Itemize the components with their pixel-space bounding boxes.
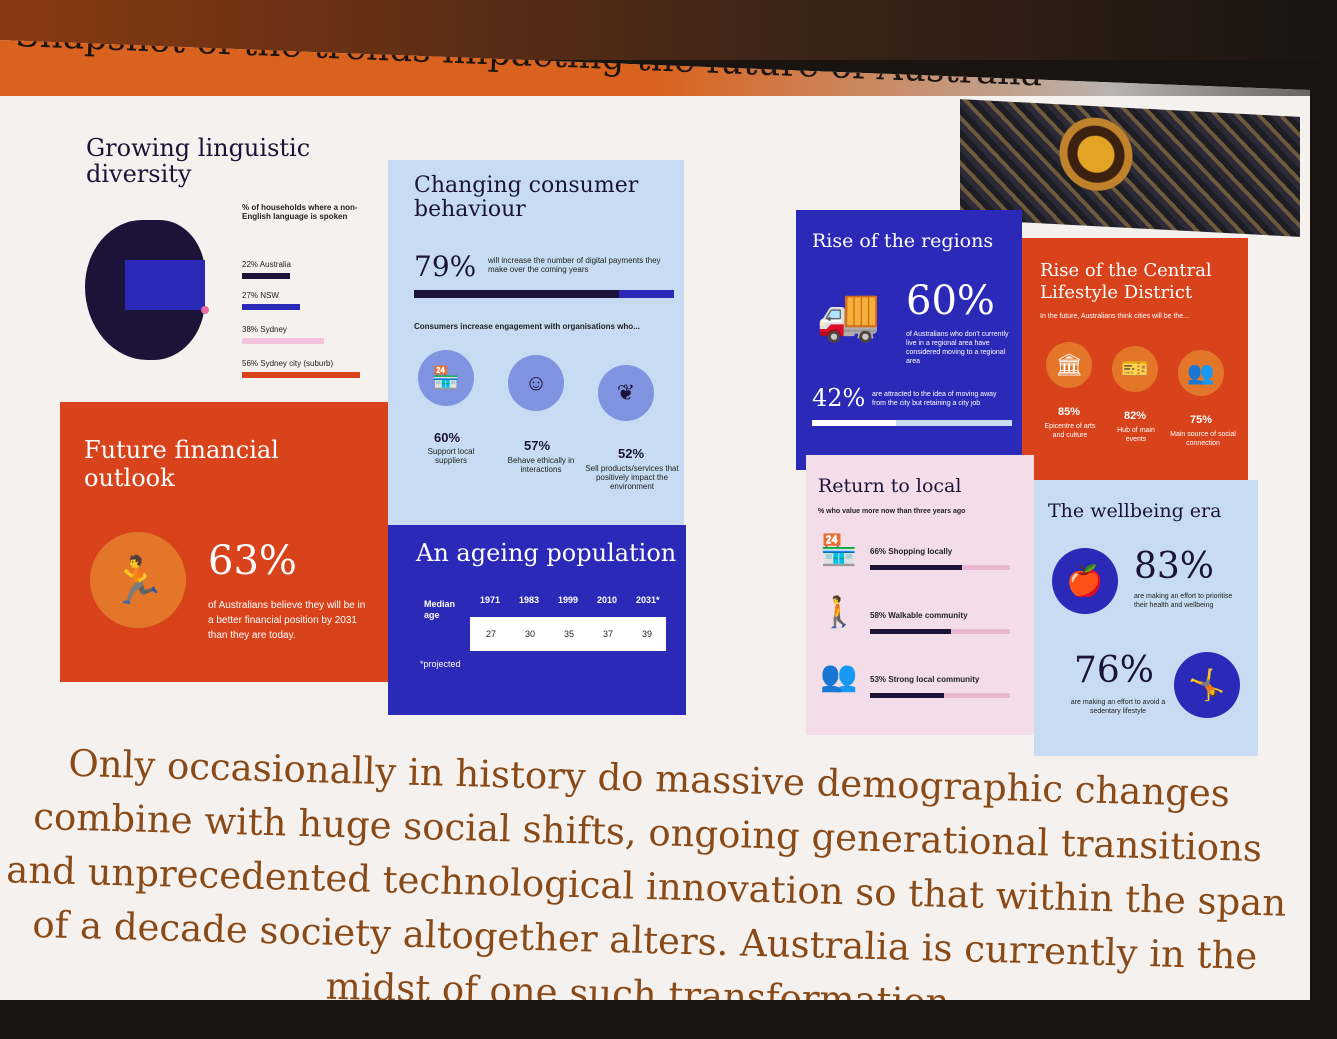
- shop-local-icon: 🏪: [820, 534, 858, 567]
- consumer-item-3-label: Sell products/services that positively i…: [585, 464, 679, 491]
- linguistic-legend-title: % of households where a non-English lang…: [242, 203, 358, 221]
- central-item-1-label: Epicentre of arts and culture: [1044, 423, 1096, 439]
- ageing-age-cell: 30: [525, 629, 536, 639]
- head-check-icon: ☺: [508, 355, 564, 411]
- ageing-year-cell: 2010: [597, 595, 618, 605]
- consumer-stat: 79%: [414, 250, 477, 283]
- financial-text: of Australians believe they will be in a…: [208, 600, 366, 641]
- legend-item-sydney: 38% Sydney: [242, 325, 287, 334]
- local-bar-2-track: [870, 629, 1010, 634]
- skipping-rope-icon: 🤸: [1174, 652, 1240, 718]
- wellbeing-stat: 83%: [1134, 546, 1215, 587]
- ageing-year-cell: 1999: [558, 595, 579, 605]
- wellbeing-stat2: 76%: [1074, 650, 1155, 691]
- financial-stat: 63%: [208, 538, 297, 584]
- linguistic-title: Growing linguistic diversity: [86, 134, 311, 188]
- consumer-item-2-label: Behave ethically in interactions: [507, 456, 575, 474]
- social-network-icon: 👥: [1178, 350, 1224, 396]
- consumer-item-1-label: Support local suppliers: [427, 447, 475, 465]
- ageing-row-label: Median age: [424, 599, 456, 620]
- ageing-age-cell: 39: [642, 629, 653, 639]
- consumer-stat-bar-fill: [414, 290, 620, 298]
- caption-text: Only occasionally in history do massive …: [5, 741, 1287, 1025]
- regions-title: Rise of the regions: [812, 230, 994, 252]
- arts-building-icon: 🏛: [1046, 342, 1092, 388]
- local-bar-2-fill: [870, 629, 952, 634]
- central-sub: In the future, Australians think cities …: [1040, 313, 1190, 320]
- panel-central: Rise of the Central Lifestyle District I…: [1022, 238, 1248, 496]
- panel-consumer: Changing consumer behaviour 79% will inc…: [388, 160, 684, 530]
- legend-item-sydney-city: 56% Sydney city (suburb): [242, 359, 334, 368]
- local-bar-3-fill: [870, 693, 945, 698]
- bar-sydney-city: [242, 372, 360, 378]
- regions-stat: 60%: [906, 278, 995, 324]
- slide: Snapshot of the trends impacting the fut…: [0, 40, 1310, 1000]
- bar-nsw: [242, 304, 300, 310]
- financial-title: Future financial outlook: [84, 436, 279, 492]
- bar-sydney: [242, 338, 324, 344]
- local-sub: % who value more now than three years ag…: [818, 508, 966, 515]
- regions-stat2-text: are attracted to the idea of moving away…: [872, 391, 997, 407]
- legend-item-australia: 22% Australia: [242, 260, 291, 269]
- regions-stat2: 42%: [812, 384, 866, 412]
- central-item-3-label: Main source of social connection: [1170, 431, 1236, 447]
- legend-item-nsw: 27% NSW: [242, 291, 279, 300]
- consumer-sub: Consumers increase engagement with organ…: [414, 322, 640, 331]
- panel-wellbeing: The wellbeing era 🍎 83% are making an ef…: [1034, 480, 1258, 756]
- consumer-item-3-pct: 52%: [618, 446, 645, 461]
- consumer-stat-bar-track: [414, 290, 674, 298]
- consumer-item-1-pct: 60%: [434, 430, 461, 445]
- panel-financial: Future financial outlook 🏃 63% of Austra…: [60, 402, 388, 682]
- local-bar-3-track: [870, 693, 1010, 698]
- event-ticket-icon: 🎫: [1112, 346, 1158, 392]
- central-item-2-label: Hub of main events: [1117, 427, 1155, 443]
- consumer-stat-text: will increase the number of digital paym…: [488, 256, 661, 274]
- sydney-dot: [201, 306, 209, 314]
- ageing-year-cell: 1971: [480, 595, 501, 605]
- local-item-2-text: 58% Walkable community: [870, 611, 968, 620]
- local-item-3-text: 53% Strong local community: [870, 675, 980, 684]
- consumer-title: Changing consumer behaviour: [414, 173, 639, 222]
- local-item-1-text: 66% Shopping locally: [870, 547, 953, 556]
- leaf-cup-icon: ❦: [598, 365, 654, 421]
- nsw-highlight: [125, 260, 205, 310]
- ageing-age-cell: 35: [564, 629, 575, 639]
- bar-australia: [242, 273, 290, 279]
- australia-map-icon: [85, 220, 209, 360]
- local-bar-1-fill: [870, 565, 963, 570]
- ageing-age-cell: 37: [603, 629, 614, 639]
- central-item-3-pct: 75%: [1190, 414, 1213, 426]
- central-item-2-pct: 82%: [1124, 410, 1147, 422]
- runner-stairs-icon: 🏃: [90, 532, 186, 628]
- healthy-food-icon: 🍎: [1052, 548, 1118, 614]
- regions-bar-track: [812, 420, 1012, 426]
- wellbeing-stat2-text: are making an effort to avoid a sedentar…: [1070, 699, 1166, 715]
- wellbeing-stat-text: are making an effort to prioritise their…: [1134, 593, 1233, 609]
- panel-regions: Rise of the regions 🚚 60% of Australians…: [796, 210, 1022, 470]
- truck-icon: 🚚: [816, 286, 881, 344]
- local-bar-1-track: [870, 565, 1010, 570]
- panel-ageing: An ageing population Median age 1971 1983…: [388, 525, 686, 715]
- ageing-title: An ageing population: [416, 539, 677, 567]
- wellbeing-title: The wellbeing era: [1048, 500, 1222, 522]
- panel-linguistic: Growing linguistic diversity % of househ…: [60, 125, 390, 405]
- community-icon: 👥: [820, 660, 858, 693]
- regions-bar-fill: [812, 420, 896, 426]
- ageing-note: *projected: [420, 659, 461, 669]
- walking-icon: 🚶: [820, 596, 858, 629]
- panel-local: Return to local % who value more now tha…: [806, 455, 1034, 735]
- central-title: Rise of the Central Lifestyle District: [1040, 260, 1212, 303]
- ageing-table-values-bg: [470, 617, 666, 651]
- shop-icon: 🏪: [418, 350, 474, 406]
- ageing-year-cell: 1983: [519, 595, 540, 605]
- ageing-age-cell: 27: [486, 629, 497, 639]
- consumer-item-2-pct: 57%: [524, 438, 551, 453]
- central-item-1-pct: 85%: [1058, 406, 1081, 418]
- local-title: Return to local: [818, 475, 962, 497]
- ageing-year-cell: 2031*: [636, 595, 660, 605]
- regions-stat-text: of Australians who don't currently live …: [906, 331, 1009, 365]
